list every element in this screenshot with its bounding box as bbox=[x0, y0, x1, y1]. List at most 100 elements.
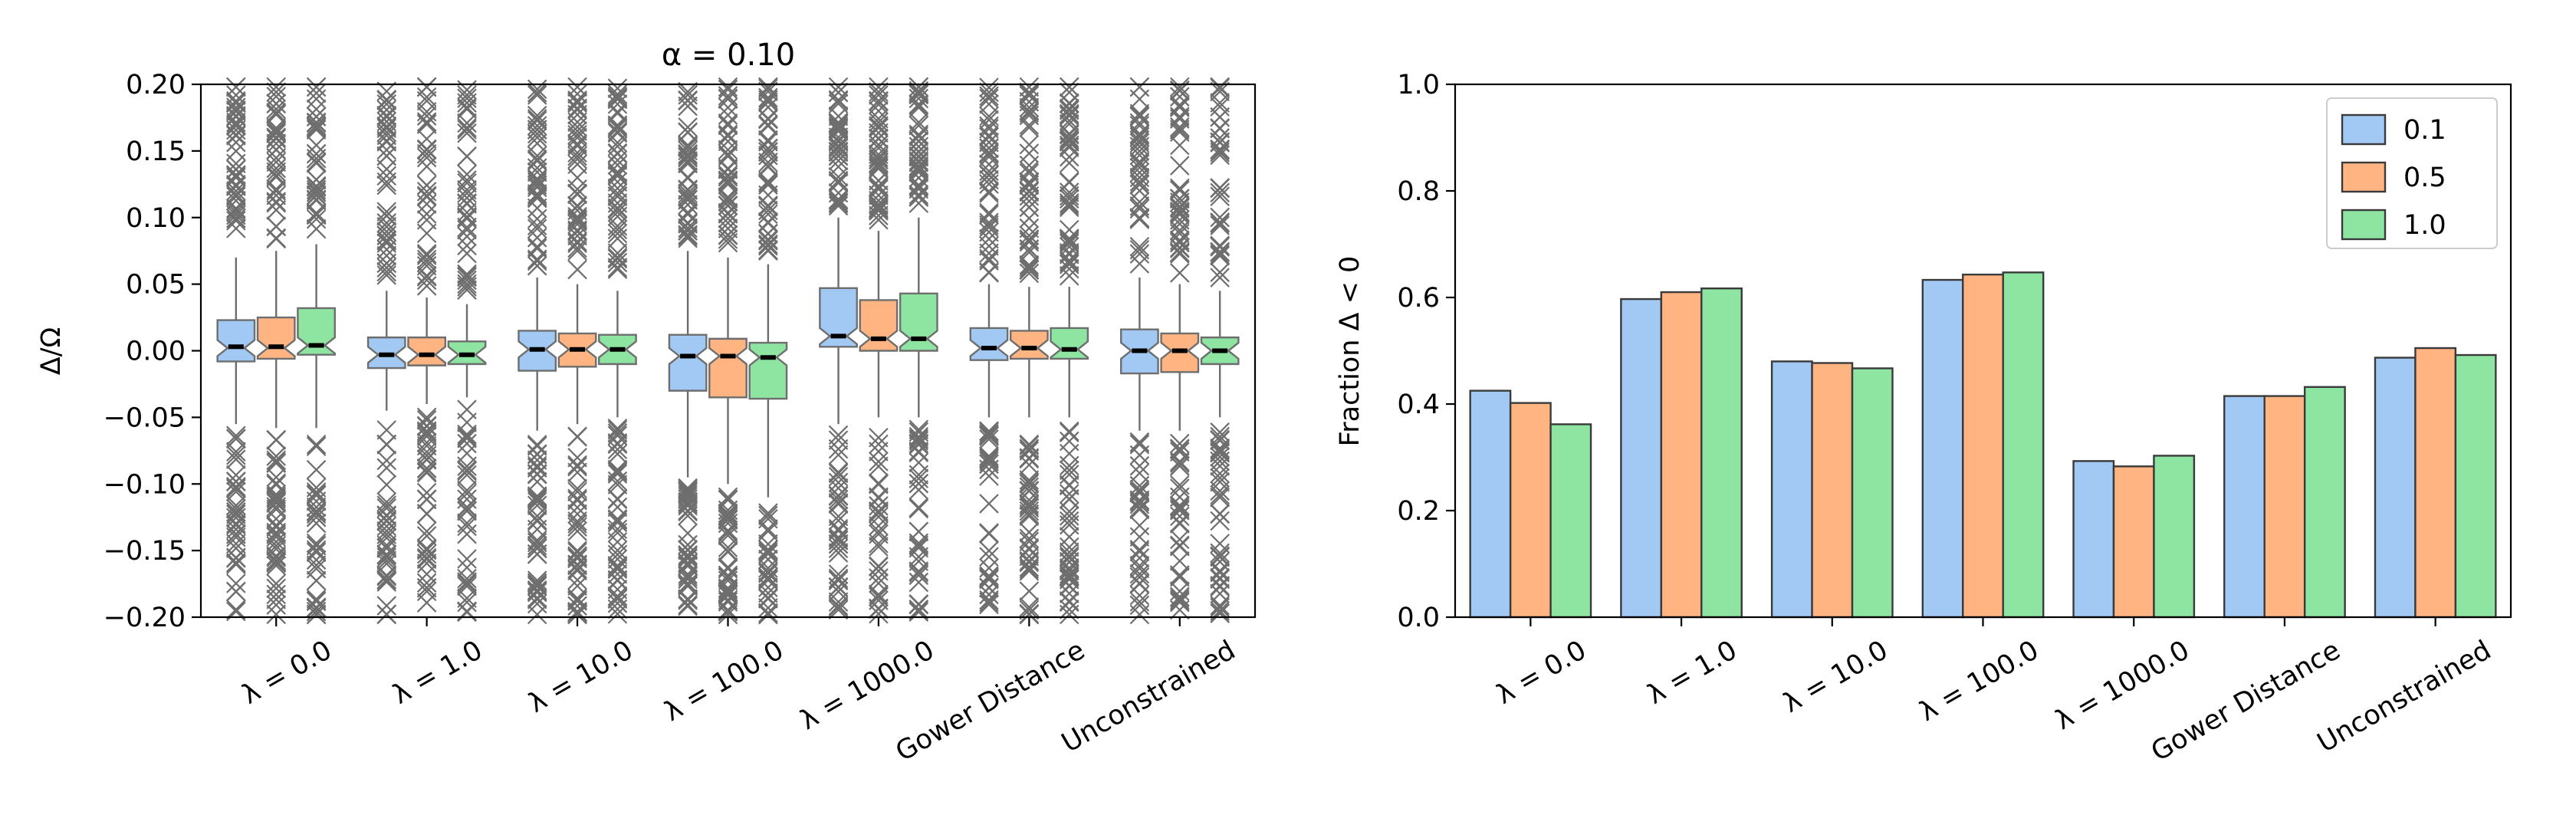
flier-point bbox=[718, 192, 738, 212]
flier-point bbox=[758, 116, 778, 136]
flier-point bbox=[527, 188, 547, 209]
flier-point bbox=[1170, 433, 1190, 454]
flier-point bbox=[226, 481, 246, 502]
flier-point bbox=[1019, 225, 1040, 245]
flier-point bbox=[718, 500, 738, 521]
bar-0-0 bbox=[1469, 389, 1512, 619]
flier-point bbox=[226, 554, 246, 574]
bar-x-tick-label: λ = 100.0 bbox=[1914, 635, 2044, 728]
flier-point bbox=[979, 451, 999, 472]
flier-point bbox=[457, 123, 477, 143]
flier-point bbox=[416, 407, 437, 428]
flier-point bbox=[266, 77, 286, 97]
flier-point bbox=[416, 581, 437, 602]
flier-point bbox=[306, 152, 327, 172]
flier-point bbox=[1059, 100, 1079, 120]
flier-point bbox=[527, 510, 547, 530]
flier-point bbox=[527, 186, 547, 205]
flier-point bbox=[266, 228, 286, 249]
flier-point bbox=[1170, 122, 1190, 143]
flier-point bbox=[226, 159, 246, 180]
flier-point bbox=[607, 88, 628, 108]
flier-point bbox=[1129, 455, 1150, 476]
flier-point bbox=[979, 228, 999, 249]
flier-point bbox=[376, 222, 397, 242]
flier-point bbox=[1019, 91, 1040, 112]
flier-point bbox=[1059, 542, 1079, 563]
flier-point bbox=[457, 277, 477, 297]
flier-point bbox=[718, 172, 738, 192]
box-body bbox=[407, 336, 447, 366]
flier-point bbox=[567, 591, 587, 611]
flier-point bbox=[376, 166, 397, 186]
flier-point bbox=[718, 219, 738, 238]
flier-point bbox=[678, 489, 698, 509]
flier-point bbox=[266, 94, 286, 114]
flier-point bbox=[527, 464, 547, 484]
flier-point bbox=[828, 518, 849, 539]
flier-point bbox=[869, 452, 889, 472]
flier-point bbox=[1210, 543, 1230, 564]
box-2-2 bbox=[598, 78, 637, 624]
flier-point bbox=[718, 503, 738, 524]
box-1-1 bbox=[407, 77, 447, 613]
flier-point bbox=[1059, 77, 1079, 97]
flier-point bbox=[1059, 130, 1079, 150]
flier-point bbox=[527, 582, 547, 603]
flier-point bbox=[1019, 604, 1040, 625]
flier-point bbox=[869, 501, 889, 522]
flier-point bbox=[1129, 527, 1150, 547]
flier-point bbox=[1170, 178, 1190, 199]
flier-point bbox=[1059, 197, 1079, 218]
flier-point bbox=[1059, 228, 1079, 248]
bar-4-0 bbox=[2072, 460, 2115, 619]
flier-point bbox=[1059, 422, 1079, 442]
flier-point bbox=[1059, 431, 1079, 452]
flier-point bbox=[306, 570, 327, 591]
flier-point bbox=[1210, 504, 1230, 524]
flier-point bbox=[828, 577, 849, 597]
flier-point bbox=[869, 82, 889, 102]
flier-point bbox=[306, 107, 327, 127]
flier-point bbox=[607, 118, 628, 138]
flier-point bbox=[607, 165, 628, 185]
flier-point bbox=[607, 559, 628, 580]
flier-point bbox=[457, 483, 477, 504]
flier-point bbox=[226, 478, 246, 499]
flier-point bbox=[567, 555, 587, 576]
flier-point bbox=[1059, 567, 1079, 587]
flier-point bbox=[527, 79, 547, 100]
legend-swatch bbox=[2341, 209, 2387, 241]
flier-point bbox=[1129, 573, 1150, 594]
flier-point bbox=[718, 604, 738, 625]
flier-point bbox=[1059, 266, 1079, 286]
flier-point bbox=[416, 573, 437, 593]
flier-point bbox=[1059, 113, 1079, 134]
flier-point bbox=[567, 596, 587, 616]
flier-point bbox=[607, 462, 628, 482]
flier-point bbox=[416, 255, 437, 276]
flier-point bbox=[1170, 453, 1190, 473]
flier-point bbox=[909, 127, 929, 146]
flier-point bbox=[909, 572, 929, 593]
flier-point bbox=[607, 87, 628, 107]
flier-point bbox=[979, 422, 999, 442]
legend-swatch bbox=[2341, 161, 2387, 193]
flier-point bbox=[416, 147, 437, 168]
flier-point bbox=[376, 261, 397, 282]
flier-point bbox=[1170, 442, 1190, 462]
flier-point bbox=[1129, 558, 1150, 579]
flier-point bbox=[1210, 511, 1230, 531]
flier-point bbox=[1170, 529, 1190, 550]
flier-point bbox=[376, 100, 397, 120]
flier-point bbox=[226, 534, 246, 554]
bar-3-0 bbox=[1921, 278, 1964, 619]
box-4-2 bbox=[899, 77, 938, 623]
flier-point bbox=[567, 200, 587, 221]
flier-point bbox=[226, 85, 246, 105]
flier-point bbox=[1059, 258, 1079, 279]
flier-point bbox=[869, 590, 889, 610]
flier-point bbox=[758, 139, 778, 159]
flier-point bbox=[306, 485, 327, 504]
flier-point bbox=[678, 575, 698, 596]
